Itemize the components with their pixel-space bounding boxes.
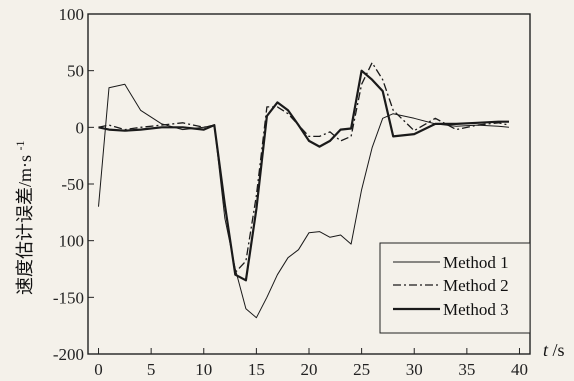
- y-tick-label: -50: [61, 175, 84, 194]
- x-tick-label: 25: [353, 360, 370, 379]
- x-tick-label: 0: [94, 360, 103, 379]
- y-axis-label: 速度估计误差/m·s: [15, 155, 35, 295]
- legend-box: [379, 242, 531, 334]
- x-tick-label: 5: [147, 360, 156, 379]
- x-tick-label: 15: [248, 360, 265, 379]
- x-axis-title: t /s: [543, 340, 565, 360]
- plot-series-layer: [98, 62, 510, 319]
- y-tick-label: 100: [59, 5, 85, 24]
- y-axis-title: 速度估计误差/m·s -1: [13, 140, 35, 295]
- x-tick-label: 40: [511, 360, 528, 379]
- legend-label-method-2: Method 2: [443, 276, 509, 295]
- x-tick-label: 30: [406, 360, 423, 379]
- y-tick-label: 0: [76, 118, 85, 137]
- y-tick-label: -150: [53, 288, 84, 307]
- y-tick-label: 50: [67, 62, 84, 81]
- legend-label-method-3: Method 3: [443, 300, 509, 319]
- x-axis-unit: /s: [553, 340, 565, 360]
- x-axis: 0 5 10 15 20 25 30 35 40: [94, 348, 528, 379]
- series-line-method-3: [98, 69, 509, 282]
- y-tick-label: 100: [59, 232, 85, 251]
- y-axis: 100 50 0 -50 100 -150 -200: [53, 5, 94, 364]
- y-tick-label: -200: [53, 345, 84, 364]
- y-axis-label-sup: -1: [13, 140, 27, 150]
- series-line-method-1: [98, 83, 510, 319]
- legend: Method 1 Method 2 Method 3: [379, 242, 531, 334]
- x-tick-label: 35: [458, 360, 475, 379]
- legend-label-method-1: Method 1: [443, 253, 509, 272]
- x-tick-label: 10: [195, 360, 212, 379]
- x-tick-label: 20: [301, 360, 318, 379]
- x-axis-variable: t: [543, 340, 549, 360]
